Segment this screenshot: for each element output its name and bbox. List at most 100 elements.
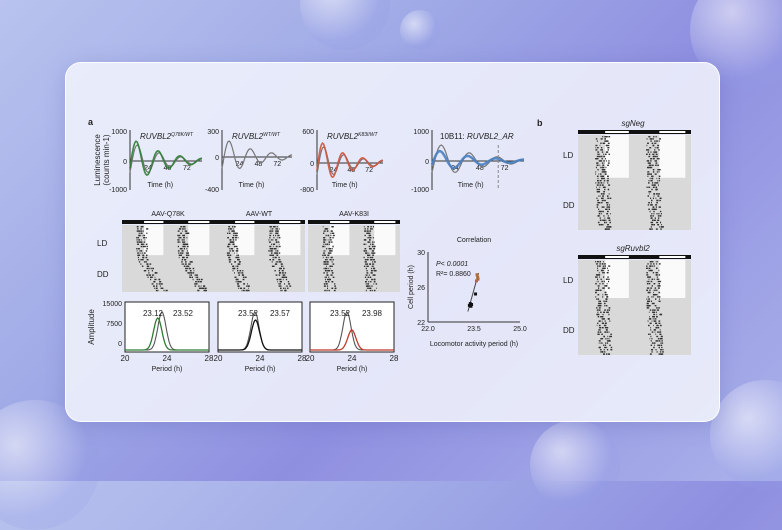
activity-tick: [236, 234, 238, 237]
activity-tick: [600, 349, 602, 351]
activity-tick: [658, 175, 661, 177]
activity-tick: [140, 226, 143, 228]
activity-tick: [184, 226, 186, 228]
activity-tick: [597, 294, 600, 296]
activity-tick: [658, 291, 661, 294]
activity-tick: [237, 272, 239, 274]
activity-tick: [655, 188, 657, 191]
activity-tick: [659, 215, 662, 217]
activity-tick: [138, 241, 140, 243]
activity-tick: [369, 289, 372, 292]
plot-title-gene: RUVBL2_AR: [467, 132, 514, 141]
x-axis-label: Period (h): [152, 366, 183, 373]
activity-tick: [605, 219, 607, 221]
activity-tick: [366, 287, 368, 289]
activity-tick: [608, 144, 610, 147]
activity-tick: [606, 208, 608, 210]
activity-tick: [653, 313, 656, 316]
activity-tick: [365, 265, 367, 267]
activity-tick: [332, 263, 335, 265]
activity-tick: [655, 333, 657, 335]
activity-tick: [328, 281, 330, 283]
y-tick-label: 0: [425, 159, 429, 166]
activity-tick: [235, 278, 238, 281]
activity-tick: [652, 175, 654, 177]
activity-tick: [599, 215, 601, 217]
activity-tick: [647, 276, 649, 278]
activity-tick: [326, 272, 328, 274]
activity-tick: [600, 149, 603, 151]
x-tick-label: 72: [183, 165, 191, 172]
x-tick-label: 25.0: [513, 326, 527, 333]
activity-tick: [599, 261, 601, 263]
activity-tick: [598, 153, 600, 155]
activity-tick: [182, 245, 185, 248]
activity-tick: [598, 210, 601, 213]
activity-tick: [287, 285, 288, 287]
activity-tick: [227, 232, 229, 234]
activity-tick: [657, 285, 660, 287]
activity-tick: [366, 272, 369, 274]
activity-tick: [370, 228, 372, 230]
activity-tick: [607, 175, 609, 177]
activity-tick: [203, 289, 206, 292]
activity-tick: [233, 228, 234, 230]
activity-tick: [278, 243, 280, 245]
activity-tick: [364, 248, 367, 250]
activity-tick: [651, 228, 653, 230]
activity-tick: [274, 263, 277, 265]
activity-tick: [367, 276, 370, 278]
activity-tick: [275, 250, 277, 252]
activity-tick: [602, 166, 605, 169]
activity-tick: [363, 243, 366, 245]
activity-tick: [603, 191, 604, 193]
activity-tick: [182, 230, 183, 232]
activity-tick: [652, 265, 653, 267]
activity-tick: [607, 182, 609, 184]
activity-tick: [283, 276, 286, 278]
activity-tick: [648, 186, 651, 188]
activity-tick: [372, 261, 374, 263]
activity-tick: [368, 274, 370, 276]
activity-tick: [137, 252, 139, 254]
activity-tick: [597, 265, 599, 267]
activity-tick: [659, 324, 662, 327]
activity-tick: [370, 248, 372, 250]
activity-tick: [605, 338, 607, 340]
activity-tick: [604, 320, 606, 322]
activity-tick: [604, 221, 606, 224]
activity-tick: [607, 177, 609, 180]
activity-tick: [330, 232, 332, 234]
activity-tick: [660, 344, 663, 346]
decor-bubble: [400, 10, 440, 50]
activity-tick: [650, 226, 652, 228]
activity-tick: [372, 226, 374, 228]
activity-tick: [604, 305, 606, 307]
activity-tick: [648, 193, 650, 195]
activity-tick: [646, 289, 648, 291]
activity-tick: [646, 267, 648, 269]
activity-tick: [143, 241, 146, 243]
activity-tick: [646, 160, 649, 162]
activity-tick: [600, 173, 602, 175]
activity-tick: [656, 171, 658, 173]
activity-tick: [141, 234, 143, 237]
activity-tick: [652, 294, 654, 296]
activity-tick: [597, 313, 600, 316]
activity-tick: [227, 243, 230, 245]
activity-tick: [607, 276, 609, 278]
activity-tick: [603, 215, 605, 217]
activity-tick: [140, 243, 143, 245]
activity-tick: [227, 237, 229, 239]
activity-tick: [604, 153, 607, 155]
activity-tick: [648, 136, 651, 138]
activity-tick: [606, 204, 609, 206]
activity-tick: [364, 276, 366, 278]
activity-tick: [649, 333, 651, 335]
y-tick-label: -400: [205, 187, 219, 194]
light-phase-region: [659, 135, 686, 178]
activity-tick: [329, 265, 332, 267]
activity-tick: [608, 228, 610, 230]
activity-tick: [605, 265, 606, 267]
activity-tick: [654, 160, 657, 162]
